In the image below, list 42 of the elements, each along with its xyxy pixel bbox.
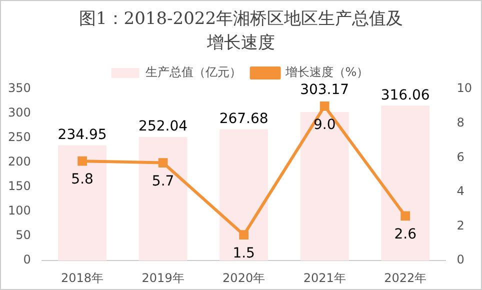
y2-tick-label: 8: [456, 115, 464, 130]
x-tick-label: 2018年: [61, 270, 104, 285]
legend-label: 增长速度（%）: [284, 65, 369, 80]
y-tick-label: 150: [8, 179, 31, 194]
data-label: 316.06: [380, 87, 430, 104]
x-tick-label: 2019年: [142, 270, 184, 285]
y-tick-label: 0: [23, 252, 31, 267]
point: [158, 158, 168, 168]
y2-tick-label: 2: [456, 218, 464, 232]
y2-tick-label: 4: [456, 184, 464, 198]
y-tick-label: 300: [8, 106, 31, 120]
data-label: 252.04: [138, 118, 188, 135]
y-tick-label: 100: [8, 204, 31, 218]
y-tick-label: 50: [16, 228, 31, 242]
data-label: 2.6: [394, 226, 417, 243]
point: [78, 156, 87, 166]
point: [400, 211, 410, 221]
bar: [300, 112, 349, 261]
chart-title: 图1：2018-2022年湘桥区地区生产总值及增长速度: [78, 8, 404, 55]
legend-label: 生产总值（亿元）: [145, 65, 242, 80]
x-tick-label: 2022年: [384, 270, 427, 285]
y2-tick-label: 10: [456, 81, 472, 96]
data-label: 267.68: [219, 111, 268, 127]
bar: [58, 145, 107, 261]
y-tick-label: 200: [8, 154, 31, 169]
bar: [138, 137, 188, 261]
point: [239, 230, 248, 240]
data-label: 9.0: [313, 116, 336, 133]
x-tick-label: 2020年: [222, 270, 266, 285]
data-label: 234.95: [58, 127, 107, 144]
y2-tick-label: 6: [456, 150, 464, 164]
bar: [381, 106, 430, 261]
data-label: 5.8: [71, 172, 94, 188]
data-label: 1.5: [232, 246, 255, 262]
data-label: 5.7: [152, 173, 174, 190]
x-tick-label: 2021年: [303, 270, 346, 285]
y2-tick-label: 0: [456, 252, 464, 267]
bar: [220, 129, 268, 261]
y-tick-label: 350: [8, 81, 31, 96]
y-tick-label: 250: [8, 130, 31, 144]
point: [320, 101, 330, 111]
data-label: 303.17: [300, 82, 350, 98]
